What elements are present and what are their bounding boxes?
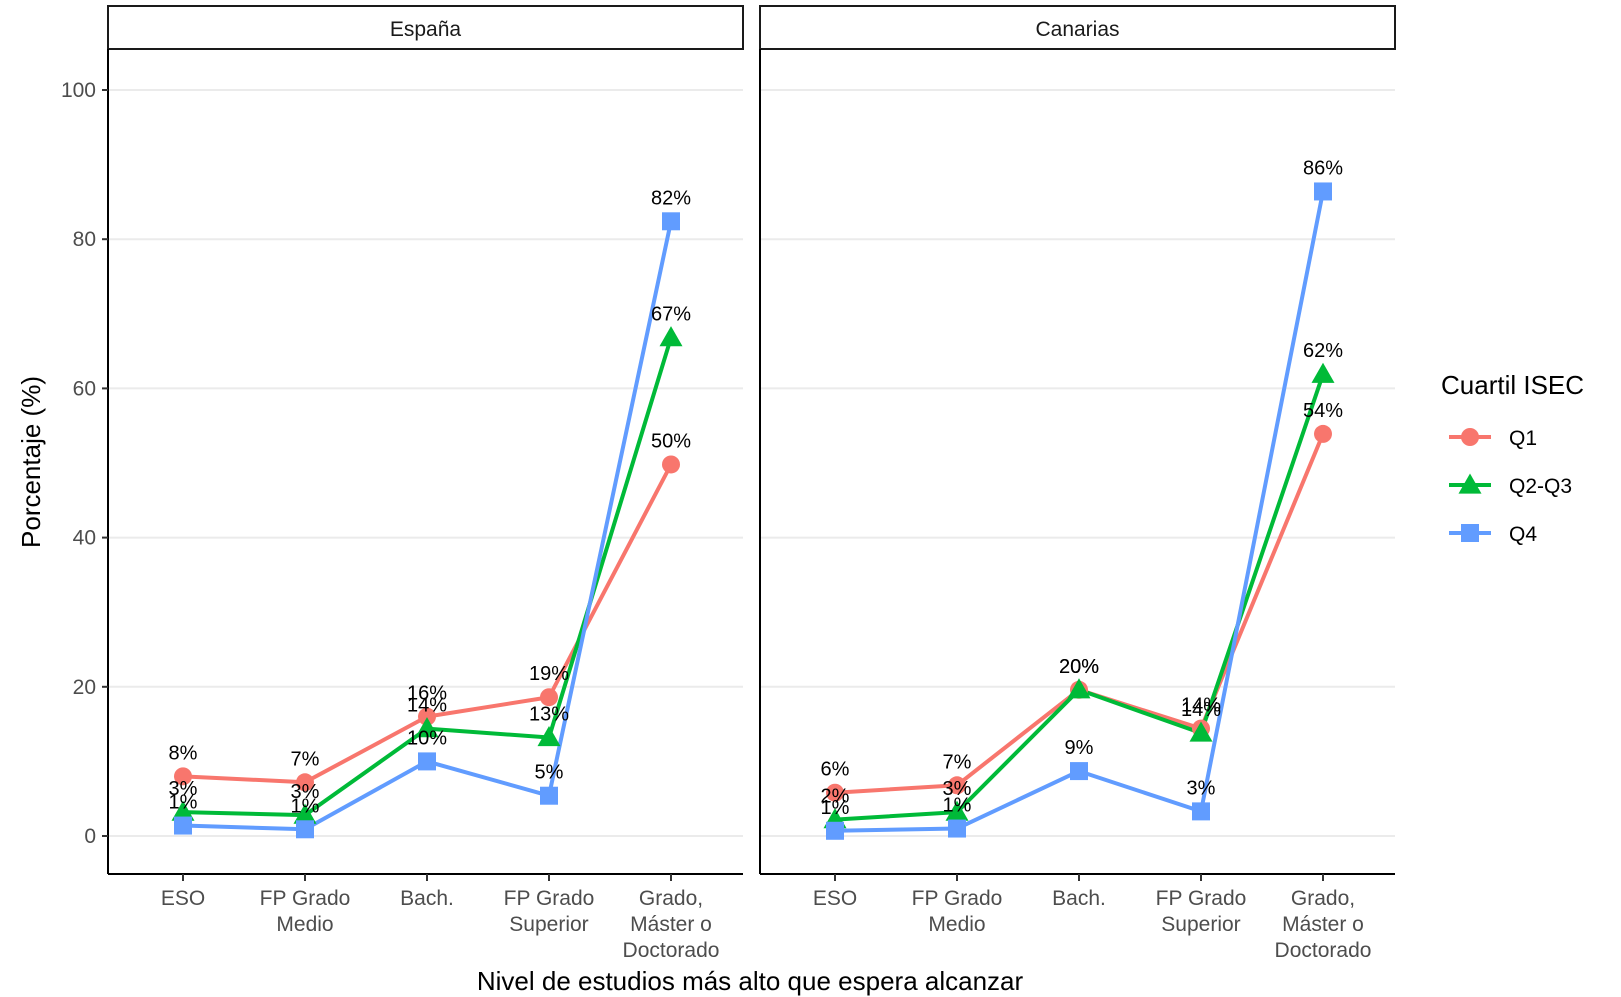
data-label-q2-q3: 67% [651, 304, 691, 326]
y-tick-label: 0 [84, 825, 96, 848]
data-point-q2-q3 [293, 803, 317, 824]
data-label-q2-q3: 2% [821, 786, 850, 808]
x-tick-label: ESO [813, 887, 857, 910]
data-point-q1 [174, 767, 192, 786]
data-label-q4: 82% [651, 187, 691, 209]
legend-item-q1: Q1 [1449, 427, 1537, 450]
data-point-q4 [948, 819, 966, 838]
data-label-q2-q3: 3% [169, 778, 198, 800]
data-point-q2-q3 [171, 800, 195, 821]
data-label-q4: 10% [407, 727, 447, 749]
data-label-q4: 9% [1065, 737, 1094, 759]
y-tick-label: 60 [73, 377, 96, 400]
facet-strip [759, 5, 1396, 50]
legend-key-marker [1461, 428, 1479, 446]
data-label-q2-q3: 3% [943, 778, 972, 800]
data-label-q2-q3: 14% [407, 695, 447, 717]
data-point-q4 [662, 212, 680, 231]
x-tick-label: Grado, Máster o Doctorado [623, 887, 720, 962]
x-tick-label: FP Grado Superior [1156, 887, 1247, 936]
data-point-q1 [826, 783, 844, 802]
y-tick-label: 40 [73, 527, 96, 550]
facet-strip [107, 5, 744, 50]
legend-item-q4: Q4 [1449, 523, 1537, 546]
x-tick-label: Grado, Máster o Doctorado [1275, 887, 1372, 962]
data-label-q1: 20% [1059, 656, 1099, 678]
data-label-q2-q3: 62% [1303, 340, 1343, 362]
y-tick-label: 80 [73, 228, 96, 251]
data-point-q1 [540, 688, 558, 707]
data-label-q1: 7% [291, 748, 320, 770]
data-label-q2-q3: 20% [1059, 656, 1099, 678]
data-label-q1: 16% [407, 683, 447, 705]
data-point-q4 [1314, 182, 1332, 201]
legend-label: Q4 [1509, 523, 1537, 546]
data-label-q4: 1% [291, 795, 320, 817]
data-label-q4: 1% [943, 795, 972, 817]
data-point-q4 [826, 821, 844, 840]
data-point-q2-q3 [415, 717, 439, 738]
data-point-q1 [296, 773, 314, 792]
data-label-q1: 50% [651, 430, 691, 452]
data-point-q2-q3 [1311, 362, 1335, 383]
data-point-q1 [1314, 424, 1332, 443]
x-tick-label: FP Grado Superior [504, 887, 595, 936]
panel-1: Canarias ESO FP Grado Medio Bach. FP Grado Sup… [759, 5, 1396, 962]
data-label-q1: 8% [169, 742, 198, 764]
x-axis-title: Nivel de estudios más alto que espera al… [477, 966, 1024, 996]
data-label-q4: 3% [1187, 777, 1216, 799]
data-point-q4 [540, 786, 558, 805]
data-point-q1 [662, 455, 680, 474]
y-tick-label: 20 [73, 676, 96, 699]
facet-title: España [390, 18, 462, 41]
x-tick-label: ESO [161, 887, 205, 910]
x-tick-label: FP Grado Medio [912, 887, 1003, 936]
series-line-q4 [834, 191, 1325, 833]
data-point-q2-q3 [1189, 721, 1213, 742]
legend-label: Q2-Q3 [1509, 475, 1572, 498]
data-label-q2-q3: 13% [529, 704, 569, 726]
legend-key-marker [1458, 473, 1482, 494]
data-point-q4 [296, 820, 314, 839]
data-label-q2-q3: 14% [1181, 699, 1221, 721]
x-tick-label: Bach. [1052, 887, 1106, 910]
data-label-q4: 1% [169, 792, 198, 814]
data-label-q1: 19% [529, 663, 569, 685]
data-label-q1: 7% [943, 751, 972, 773]
data-label-q4: 86% [1303, 157, 1343, 179]
facet-title: Canarias [1035, 18, 1119, 41]
legend-label: Q1 [1509, 427, 1537, 450]
data-point-q1 [948, 776, 966, 795]
data-label-q1: 54% [1303, 400, 1343, 422]
y-axis-title: Porcentaje (%) [16, 376, 46, 548]
chart-panels: España 0 20 40 60 80 100 ESO FP Grado Medio Bach. F… [61, 5, 1396, 962]
legend: Cuartil ISEC Q1 Q2-Q3 Q4 [1441, 370, 1584, 546]
data-point-q4 [1070, 762, 1088, 781]
legend-title: Cuartil ISEC [1441, 370, 1584, 400]
x-tick-label: Bach. [400, 887, 454, 910]
data-point-q2-q3 [659, 326, 683, 347]
data-point-q2-q3 [945, 800, 969, 821]
panel-0: España 0 20 40 60 80 100 ESO FP Grado Medio Bach. F… [61, 5, 744, 962]
data-point-q4 [174, 816, 192, 835]
x-tick-label: FP Grado Medio [260, 887, 351, 936]
data-point-q4 [1192, 802, 1210, 821]
data-label-q1: 6% [821, 759, 850, 781]
data-point-q4 [418, 752, 436, 771]
data-label-q1: 14% [1181, 695, 1221, 717]
data-point-q2-q3 [1067, 678, 1091, 699]
legend-key-marker [1461, 524, 1479, 542]
data-point-q2-q3 [537, 726, 561, 747]
data-label-q4: 5% [535, 762, 564, 784]
legend-item-q2-q3: Q2-Q3 [1449, 473, 1572, 498]
y-tick-label: 100 [61, 79, 96, 102]
data-label-q4: 1% [821, 797, 850, 819]
data-label-q2-q3: 3% [291, 781, 320, 803]
data-point-q1 [418, 707, 436, 726]
